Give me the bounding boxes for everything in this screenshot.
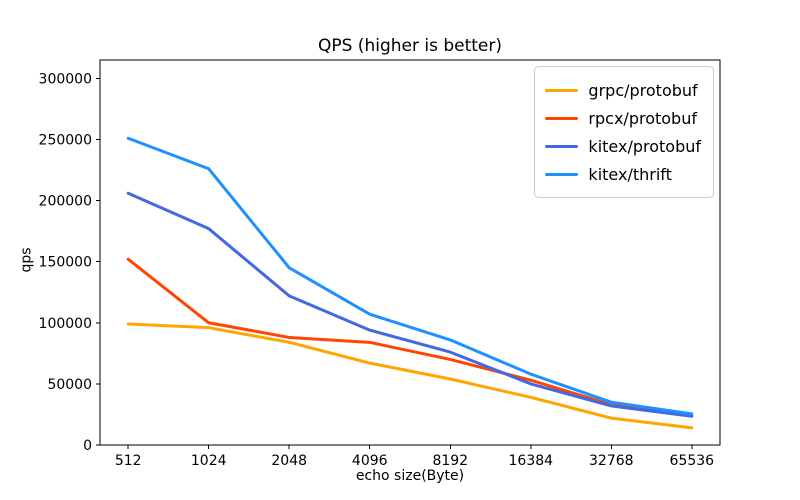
x-tick-label: 512 <box>115 453 142 469</box>
legend-item-kitex-protobuf: kitex/protobuf <box>545 132 701 160</box>
line-kitex-thrift <box>126 136 694 416</box>
x-tick-label: 65536 <box>670 453 715 469</box>
y-tick-label: 50000 <box>47 377 92 393</box>
y-tick-label: 200000 <box>39 194 92 210</box>
x-tick-label: 32768 <box>589 453 634 469</box>
legend-item-rpcx-protobuf: rpcx/protobuf <box>545 104 701 132</box>
x-tick-label: 4096 <box>352 453 388 469</box>
line-kitex-protobuf <box>126 191 694 418</box>
legend-item-grpc-protobuf: grpc/protobuf <box>545 76 701 104</box>
x-tick-label: 2048 <box>271 453 307 469</box>
y-tick-label: 300000 <box>39 71 92 87</box>
legend-swatch-grpc-protobuf <box>545 88 579 92</box>
y-tick-label: 250000 <box>39 132 92 148</box>
line-grpc-protobuf <box>126 322 694 430</box>
legend-label: grpc/protobuf <box>588 80 698 100</box>
legend-swatch-rpcx-protobuf <box>545 116 579 120</box>
y-tick-label: 0 <box>83 438 92 454</box>
legend-swatch-kitex-protobuf <box>545 144 579 148</box>
y-tick-label: 150000 <box>39 255 92 271</box>
legend: grpc/protobuf rpcx/protobuf kitex/protobuf… <box>534 66 714 198</box>
legend-label: kitex/protobuf <box>588 136 701 156</box>
axes-spines <box>99 59 721 446</box>
y-tick-label: 100000 <box>39 316 92 332</box>
y-axis-label: qps <box>18 247 35 273</box>
x-tick-label: 1024 <box>191 453 227 469</box>
x-tick-label: 8192 <box>432 453 468 469</box>
chart-title: QPS (higher is better) <box>317 36 503 56</box>
x-axis-label: echo size(Byte) <box>355 468 465 484</box>
legend-swatch-kitex-thrift <box>545 172 579 176</box>
line-rpcx-protobuf <box>126 257 694 418</box>
x-tick-label: 16384 <box>509 453 554 469</box>
legend-label: kitex/thrift <box>588 164 672 184</box>
legend-item-kitex-thrift: kitex/thrift <box>545 160 701 188</box>
legend-label: rpcx/protobuf <box>588 108 697 128</box>
